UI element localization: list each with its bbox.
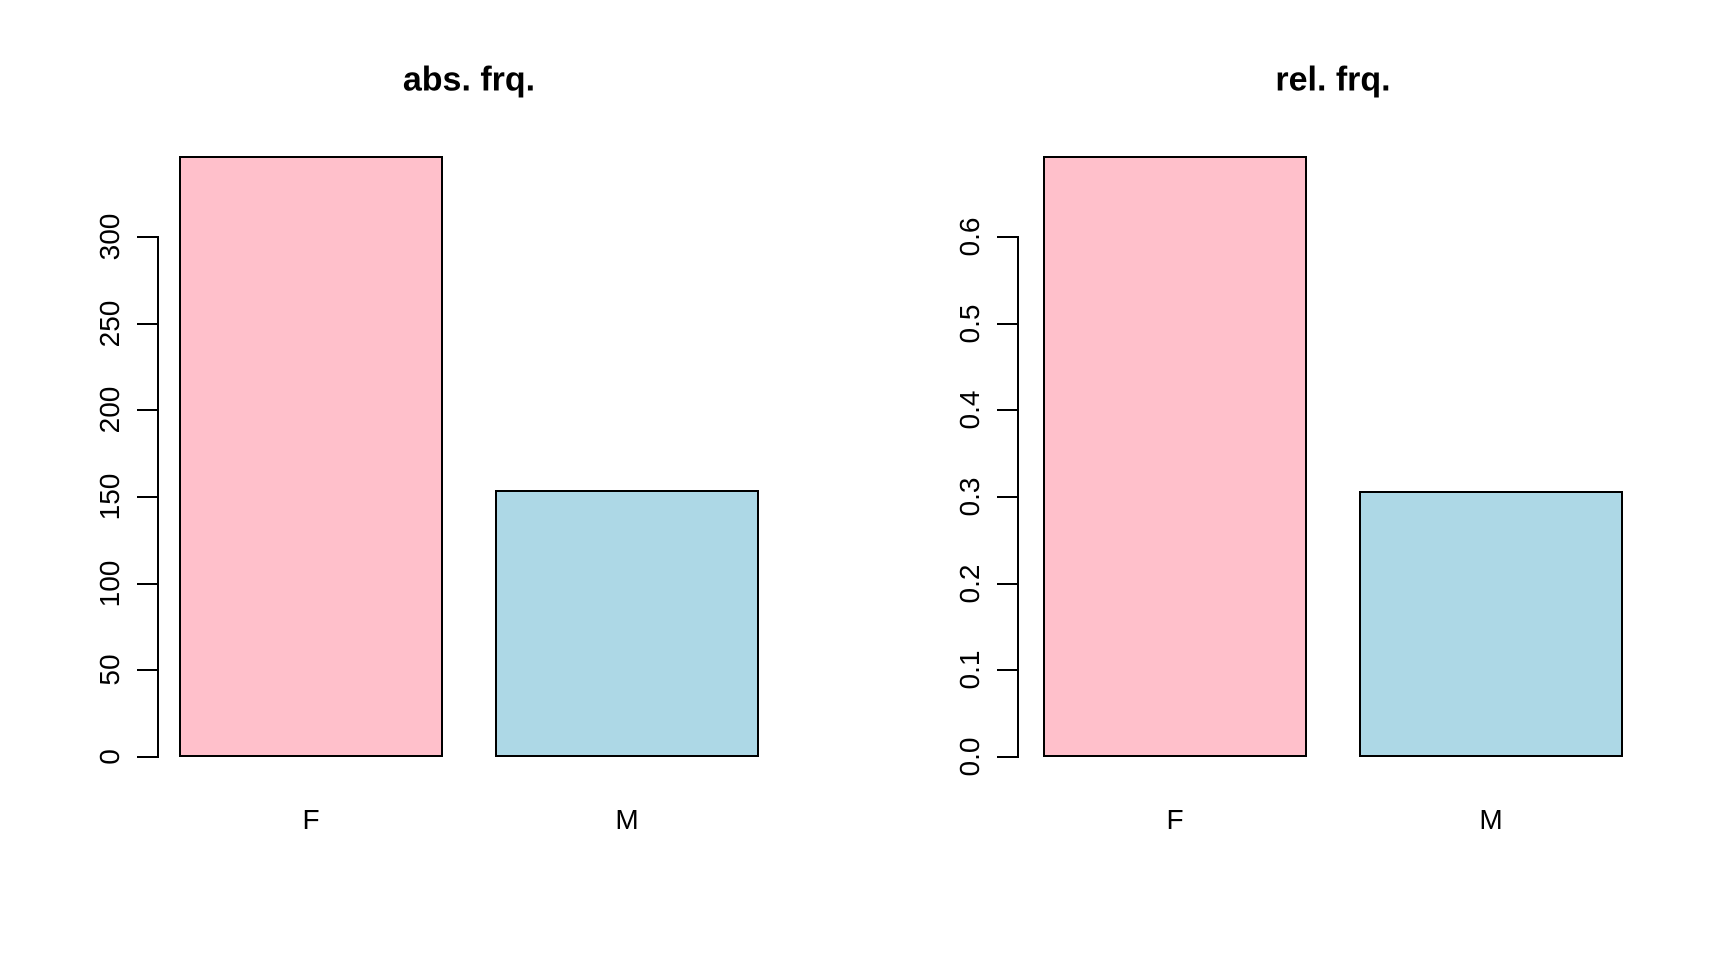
chart-title: rel. frq. xyxy=(1275,60,1391,99)
y-axis-tick xyxy=(137,669,157,671)
y-tick-label: 0.0 xyxy=(954,737,985,777)
chart-title: abs. frq. xyxy=(402,60,536,99)
y-tick-label: 0.4 xyxy=(954,390,985,430)
y-axis-tick xyxy=(137,323,157,325)
y-tick-label: 0.3 xyxy=(954,477,985,517)
y-axis-tick xyxy=(997,669,1017,671)
y-axis-tick xyxy=(137,756,157,758)
y-axis-tick xyxy=(137,409,157,411)
x-category-label: M xyxy=(1479,804,1503,835)
y-tick-label: 0.2 xyxy=(954,564,985,604)
y-axis-tick xyxy=(997,496,1017,498)
bar-f xyxy=(1043,156,1307,757)
y-axis-tick xyxy=(997,236,1017,238)
x-category-label: M xyxy=(615,804,639,835)
y-axis-line xyxy=(157,236,159,758)
y-tick-label: 0.1 xyxy=(954,650,985,690)
y-axis-tick xyxy=(137,236,157,238)
y-axis-tick xyxy=(997,409,1017,411)
x-category-label: F xyxy=(302,804,320,835)
y-tick-label: 0.6 xyxy=(954,217,985,257)
bar-m xyxy=(1359,491,1623,757)
x-category-label: F xyxy=(1166,804,1184,835)
bar-m xyxy=(495,490,759,757)
y-tick-label: 0.5 xyxy=(954,304,985,344)
y-axis-tick xyxy=(137,583,157,585)
y-axis-tick xyxy=(997,756,1017,758)
y-axis-tick xyxy=(137,496,157,498)
bar-f xyxy=(179,156,443,757)
y-axis-tick xyxy=(997,583,1017,585)
y-axis-tick xyxy=(997,323,1017,325)
y-axis-line xyxy=(1017,236,1019,758)
